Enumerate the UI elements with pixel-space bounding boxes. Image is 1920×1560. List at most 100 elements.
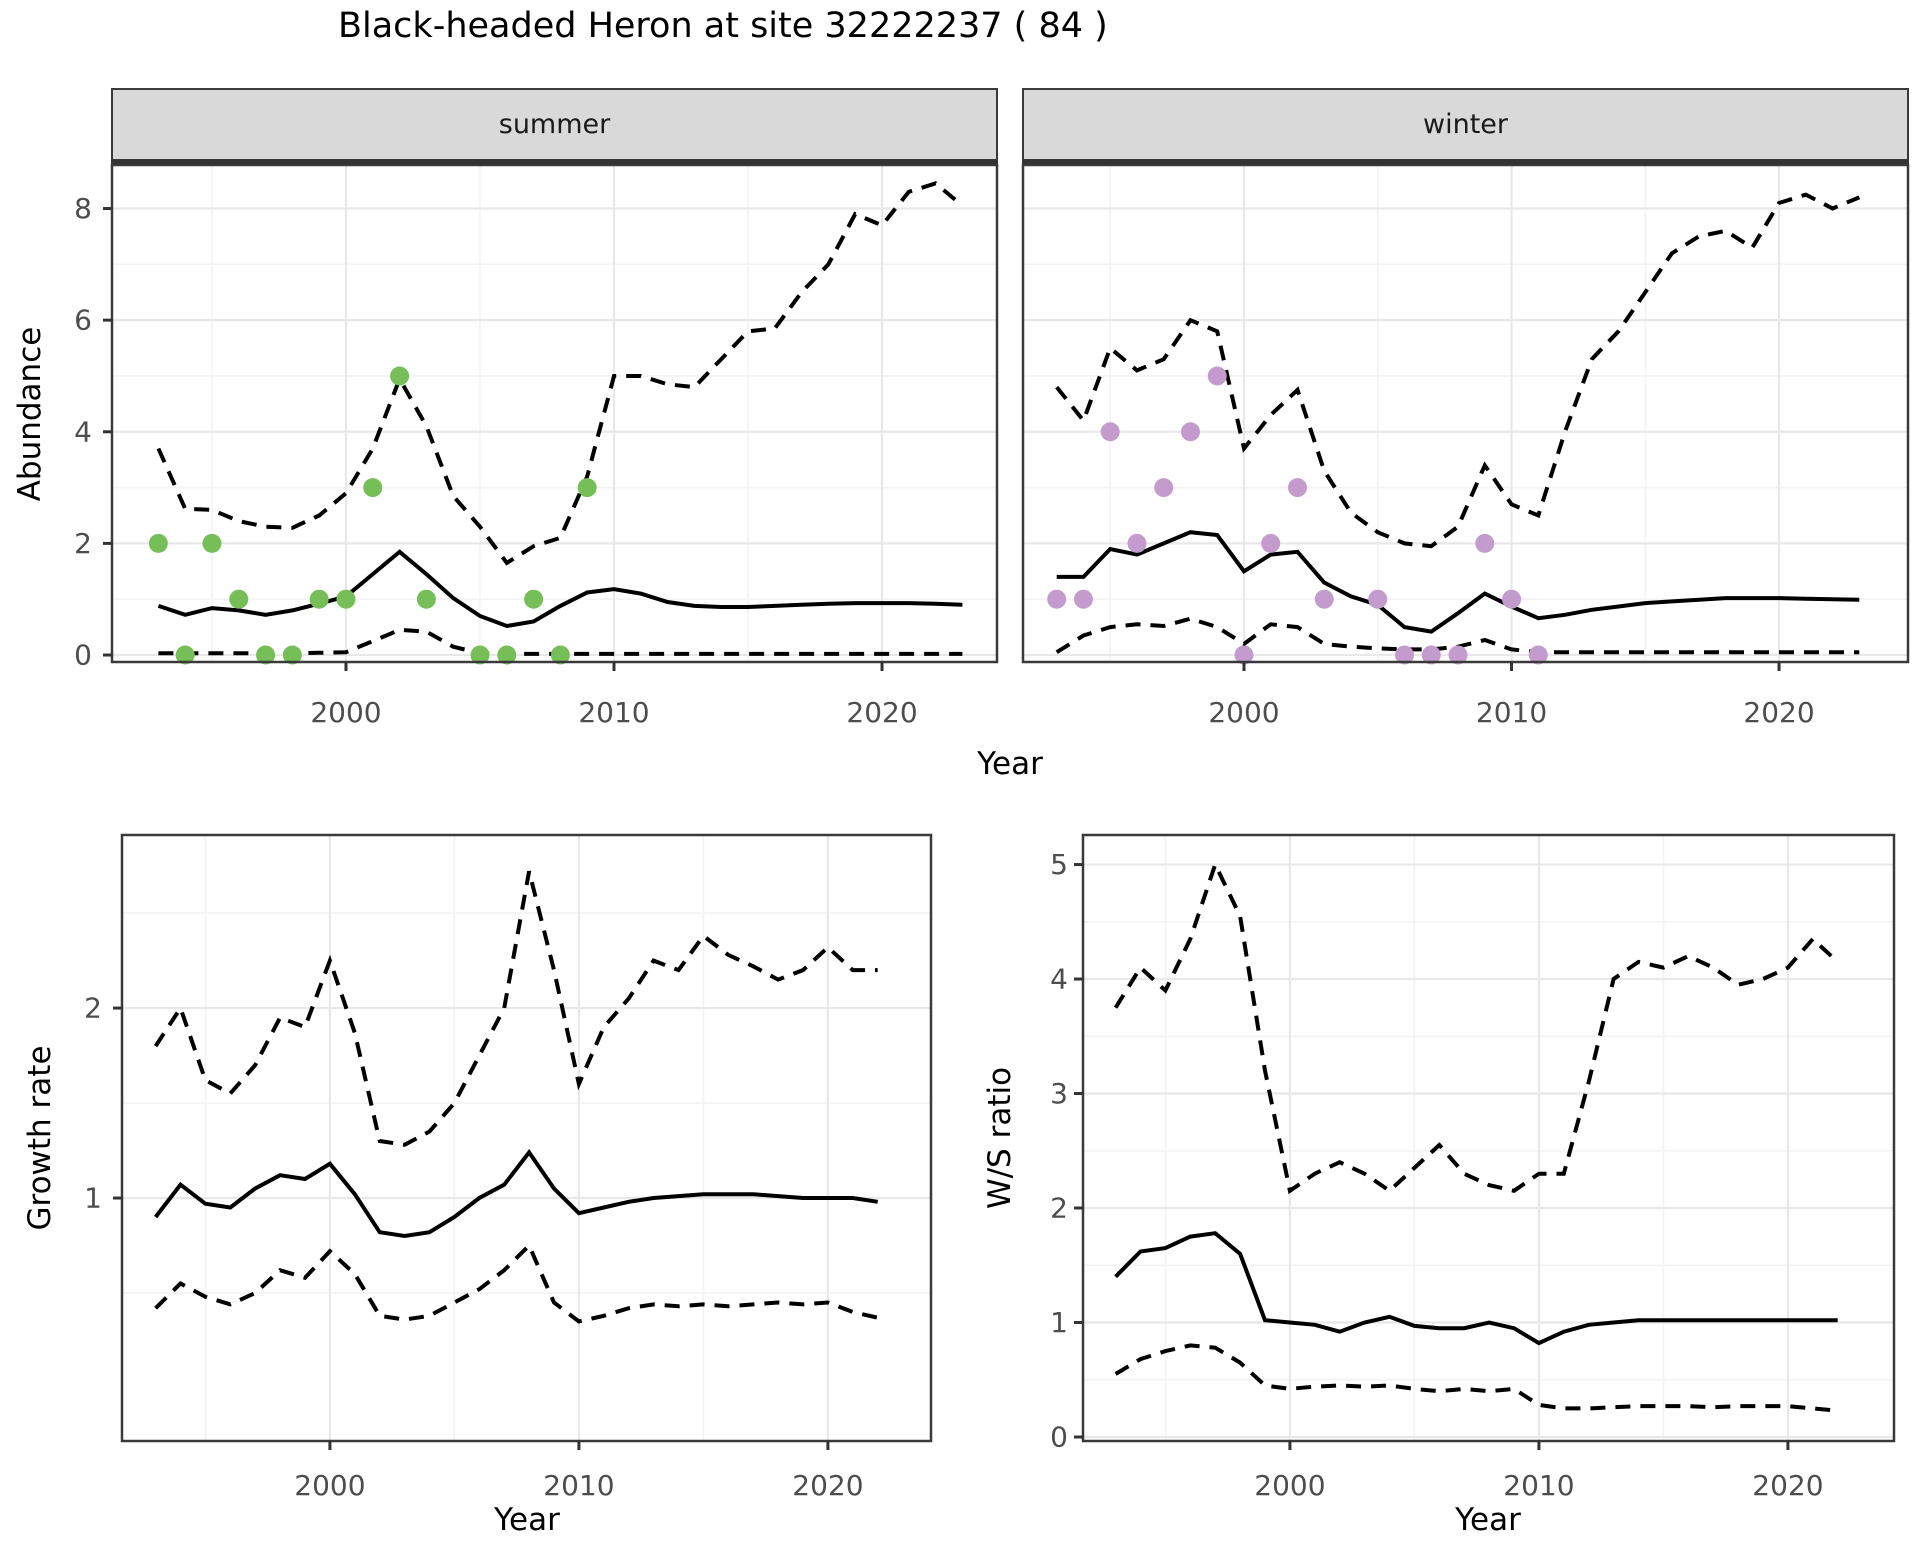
panel-growth: 2000 2010 2020 1 2 [84,833,933,1502]
y-tick-label: 3 [1050,1077,1068,1110]
y-tick-label: 2 [84,992,102,1025]
y-tick-label: 0 [1050,1420,1068,1453]
median-line [1056,530,1860,634]
data-point [175,645,195,665]
x-tick-label: 2010 [1476,696,1547,729]
data-point [524,589,544,609]
upper-ci-line [1113,859,1840,1195]
data-point [470,645,490,665]
upper-ci-line [156,181,964,566]
data-point [336,589,356,609]
data-point [256,645,276,665]
upper-ci-line [153,870,878,1147]
data-point [1448,645,1468,665]
gridlines [1083,835,1894,1441]
data-point [416,589,436,609]
data-point [148,533,168,553]
axis-ticks: 2000 2010 2020 0 2 4 6 8 [74,192,917,729]
x-tick-label: 2000 [1254,1469,1325,1502]
y-tick-label: 4 [74,415,92,448]
data-point [1421,645,1441,665]
panel-background [1083,835,1894,1441]
data-point [577,478,597,498]
y-axis-label-growth: Growth rate [22,1045,58,1231]
axis-ticks: 2000 2010 2020 1 2 [84,992,863,1502]
data-point [390,366,410,386]
panel-abundance-winter: winter 2000 2010 2020 [1021,88,1910,729]
chart-title: Black-headed Heron at site 32222237 ( 84… [338,6,1108,46]
panel-border [120,833,933,1443]
facet-strip [111,88,998,161]
data-point [1502,589,1522,609]
y-axis-label-abundance: Abundance [12,326,48,502]
data-point [1154,478,1174,498]
median-line [1114,1231,1838,1346]
data-point [1234,645,1254,665]
y-tick-label: 2 [1050,1192,1068,1225]
gridlines [122,835,931,1441]
data-point [1368,589,1388,609]
axis-ticks: 2000 2010 2020 [1208,662,1815,729]
data-point [1528,645,1548,665]
data-point [202,533,222,553]
panel-background [122,835,931,1441]
data-point [1127,533,1147,553]
x-tick-label: 2000 [310,696,381,729]
y-tick-label: 1 [84,1182,102,1215]
data-point [309,589,329,609]
data-point [1395,645,1415,665]
data-point [1314,589,1334,609]
data-point [1475,533,1495,553]
y-tick-label: 8 [74,192,92,225]
data-point [1100,422,1120,442]
axis-ticks: 2000 2010 2020 0 1 2 3 4 5 [1050,848,1823,1502]
y-tick-label: 1 [1050,1306,1068,1339]
panel-border [1081,833,1896,1443]
data-point [282,645,302,665]
x-tick-label: 2000 [1208,696,1279,729]
lower-ci-line [154,1242,879,1324]
x-tick-label: 2020 [792,1469,863,1502]
x-axis-label-growth: Year [494,1502,560,1538]
panel-background [112,165,997,662]
median-line [157,549,963,629]
data-point [1047,589,1067,609]
facet-strip-label: winter [1423,109,1509,140]
data-point [1261,533,1281,553]
data-point [1073,589,1093,609]
x-tick-label: 2020 [1743,696,1814,729]
lower-ci-line [1114,1343,1838,1413]
median-line [154,1149,879,1239]
x-tick-label: 2000 [294,1469,365,1502]
panel-abundance-summer: summer 2000 2010 2020 0 2 4 6 8 [74,88,999,729]
y-tick-label: 2 [74,527,92,560]
x-tick-label: 2010 [1503,1469,1574,1502]
x-tick-label: 2020 [846,696,917,729]
data-point [1207,366,1227,386]
x-tick-label: 2020 [1752,1469,1823,1502]
observed-points [1047,366,1548,665]
x-tick-label: 2010 [543,1469,614,1502]
y-tick-label: 5 [1050,848,1068,881]
data-point [550,645,570,665]
data-point [497,645,517,665]
x-tick-label: 2010 [578,696,649,729]
x-axis-label-ws: Year [1455,1502,1521,1538]
panel-border [1021,163,1910,664]
upper-ci-line [1055,192,1861,549]
data-point [1287,478,1307,498]
observed-points [148,366,597,665]
data-point [1180,422,1200,442]
data-point [363,478,383,498]
y-axis-label-ws: W/S ratio [982,1066,1018,1210]
data-point [229,589,249,609]
panel-border [110,163,999,664]
panel-ws: 2000 2010 2020 0 1 2 3 4 5 [1050,833,1896,1502]
facet-strip-label: summer [499,109,611,140]
y-tick-label: 4 [1050,963,1068,996]
x-axis-label-top: Year [977,746,1043,782]
panel-background [1023,165,1908,662]
y-tick-label: 6 [74,304,92,337]
